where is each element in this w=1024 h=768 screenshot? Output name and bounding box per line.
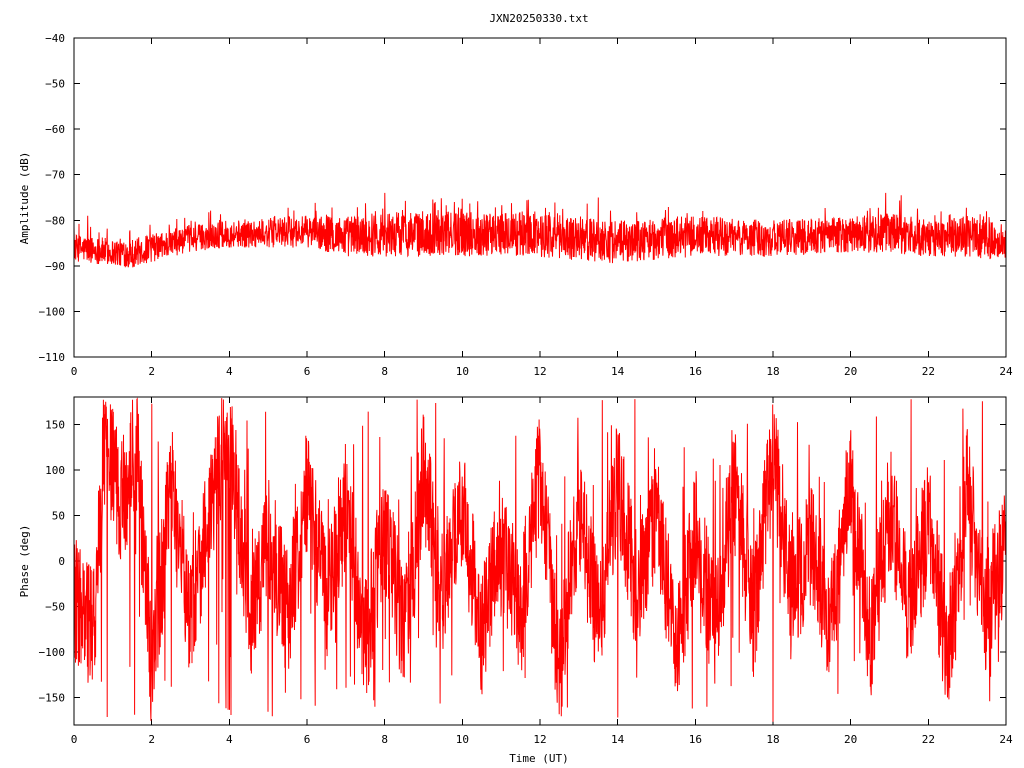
amplitude-series-line	[73, 192, 1007, 268]
amplitude-panel: 0 2 4 6 8 10 12 14 16 18 20 22 24 −40−50−60−70−80−90…	[18, 32, 1013, 378]
phase-y-axis-label: Phase (deg)	[18, 525, 31, 598]
phase-x-tick-label: 10	[456, 733, 469, 746]
phase-series	[73, 397, 1007, 722]
phase-y-tick-label: −150	[39, 692, 66, 705]
amplitude-x-tick-label: 20	[844, 365, 857, 378]
phase-x-tick-label: 6	[304, 733, 311, 746]
phase-y-tick-label: −50	[45, 601, 65, 614]
amplitude-y-tick-label: −80	[45, 214, 65, 227]
amplitude-y-tick-label: −90	[45, 260, 65, 273]
amplitude-y-axis-label: Amplitude (dB)	[18, 152, 31, 245]
time-x-axis-label: Time (UT)	[509, 752, 569, 765]
amplitude-x-tick-label: 18	[766, 365, 779, 378]
amplitude-y-tick-label: −60	[45, 123, 65, 136]
amplitude-x-tick-label: 10	[456, 365, 469, 378]
amplitude-x-tick-label: 24	[999, 365, 1013, 378]
amplitude-x-tick-label: 8	[381, 365, 388, 378]
phase-plot-frame	[73, 396, 1007, 726]
phase-x-tick-label: 2	[148, 733, 155, 746]
phase-y-tick-labels: 150 100 50 0 −50 −100 −150	[39, 418, 66, 704]
chart-title: JXN20250330.txt	[489, 12, 588, 25]
phase-x-tick-label: 24	[999, 733, 1013, 746]
amplitude-x-tick-label: 6	[304, 365, 311, 378]
phase-y-tick-label: 100	[45, 464, 65, 477]
phase-x-tick-label: 20	[844, 733, 857, 746]
amplitude-series	[73, 192, 1007, 268]
amplitude-y-tick-label: −70	[45, 169, 65, 182]
amplitude-x-tick-label: 2	[148, 365, 155, 378]
amplitude-x-tick-label: 22	[922, 365, 935, 378]
phase-x-tick-label: 4	[226, 733, 233, 746]
amplitude-y-tick-label: −50	[45, 78, 65, 91]
amplitude-y-tick-label: −40	[45, 32, 65, 45]
amplitude-x-tick-label: 14	[611, 365, 625, 378]
phase-x-tick-label: 0	[71, 733, 78, 746]
amplitude-grid-ticks	[73, 37, 1007, 358]
phase-y-tick-label: 50	[52, 509, 65, 522]
phase-x-tick-label: 18	[766, 733, 779, 746]
amplitude-x-tick-label: 12	[533, 365, 546, 378]
amplitude-plot-frame	[73, 37, 1007, 358]
amplitude-x-tick-label: 16	[689, 365, 702, 378]
amplitude-x-tick-labels: 0 2 4 6 8 10 12 14 16 18 20 22 24	[71, 365, 1013, 378]
phase-x-tick-label: 16	[689, 733, 702, 746]
phase-x-tick-label: 12	[533, 733, 546, 746]
amplitude-x-tick-label: 0	[71, 365, 78, 378]
phase-y-tick-label: −100	[39, 646, 66, 659]
phase-x-tick-label: 22	[922, 733, 935, 746]
phase-series-line	[73, 397, 1007, 722]
amplitude-y-tick-label: −100	[39, 305, 66, 318]
phase-x-tick-labels: 0 2 4 6 8 10 12 14 16 18 20 22 24	[71, 733, 1013, 746]
phase-x-tick-label: 8	[381, 733, 388, 746]
amplitude-y-tick-labels: −40 −50 −60 −70 −80 −90 −100 −110	[39, 32, 66, 364]
phase-y-tick-label: 0	[58, 555, 65, 568]
phase-x-tick-label: 14	[611, 733, 625, 746]
amplitude-y-tick-label: −110	[39, 351, 66, 364]
phase-panel: 0 2 4 6 8 10 12 14 16 18 20 22 24 150100500−50−100−1…	[18, 396, 1013, 765]
phase-y-tick-label: 150	[45, 418, 65, 431]
amplitude-x-tick-label: 4	[226, 365, 233, 378]
